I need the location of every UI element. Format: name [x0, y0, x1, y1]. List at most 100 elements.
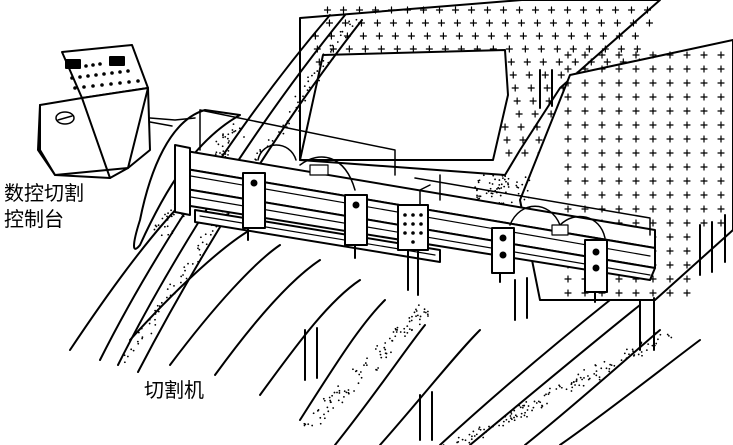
- grid-cross: [509, 71, 517, 79]
- texture-dot: [408, 328, 411, 330]
- texture-dot: [523, 414, 526, 417]
- texture-dot: [423, 311, 426, 313]
- texture-dot: [507, 177, 510, 180]
- texture-dot: [603, 360, 606, 363]
- texture-dot: [390, 351, 392, 354]
- texture-dot: [289, 116, 292, 119]
- texture-dot: [329, 401, 332, 404]
- texture-dot: [473, 435, 476, 437]
- texture-dot: [215, 151, 218, 154]
- texture-dot: [509, 415, 512, 417]
- texture-dot: [476, 196, 479, 199]
- texture-dot: [457, 436, 460, 439]
- texture-dot: [482, 436, 485, 439]
- texture-dot: [347, 389, 350, 391]
- grid-cross: [539, 58, 547, 66]
- texture-dot: [132, 349, 135, 352]
- texture-dot: [154, 309, 157, 312]
- grid-cross: [615, 93, 623, 101]
- texture-dot: [227, 150, 230, 152]
- texture-dot: [416, 314, 419, 317]
- texture-dot: [588, 377, 591, 380]
- grid-cross: [683, 177, 691, 185]
- texture-dot: [655, 342, 658, 345]
- grid-cross: [717, 163, 725, 171]
- texture-dot: [543, 394, 546, 397]
- texture-dot: [468, 433, 471, 436]
- texture-dot: [632, 354, 635, 357]
- grid-cross: [603, 58, 611, 66]
- texture-dot: [501, 174, 504, 177]
- texture-dot: [383, 346, 386, 349]
- grid-cross: [643, 6, 652, 14]
- texture-dot: [653, 344, 656, 347]
- texture-dot: [171, 230, 174, 233]
- grid-cross: [505, 149, 513, 157]
- grid-cross: [581, 163, 589, 171]
- texture-dot: [154, 313, 157, 315]
- texture-dot: [157, 224, 160, 227]
- grid-cross: [507, 58, 515, 66]
- grid-cross: [629, 19, 638, 27]
- texture-dot: [166, 288, 169, 291]
- grid-cross: [649, 177, 657, 185]
- grid-cross: [649, 93, 657, 101]
- grid-cross: [564, 289, 572, 297]
- texture-dot: [498, 184, 501, 186]
- texture-dot: [319, 416, 322, 419]
- texture-dot: [583, 377, 585, 379]
- texture-dot: [464, 439, 467, 442]
- texture-dot: [259, 148, 261, 151]
- texture-dot: [518, 404, 521, 407]
- grid-cross: [553, 45, 561, 53]
- texture-dot: [499, 194, 502, 197]
- texture-dot: [507, 183, 510, 186]
- grid-cross: [599, 32, 607, 40]
- grid-cross: [598, 191, 606, 199]
- grid-cross: [467, 6, 476, 14]
- grid-cross: [513, 97, 521, 105]
- grid-cross: [615, 51, 623, 59]
- texture-dot: [651, 344, 654, 347]
- texture-dot: [399, 331, 402, 333]
- texture-dot: [608, 370, 611, 373]
- texture-dot: [490, 195, 493, 198]
- grid-cross: [564, 149, 572, 157]
- texture-dot: [570, 383, 573, 386]
- left-end-support: [133, 109, 241, 250]
- grid-cross: [598, 107, 606, 115]
- texture-dot: [485, 431, 487, 433]
- grid-cross: [389, 19, 398, 27]
- texture-dot: [593, 372, 596, 375]
- grid-cross: [645, 19, 654, 27]
- texture-dot: [222, 136, 225, 139]
- texture-dot: [160, 301, 163, 304]
- grid-cross: [598, 79, 606, 87]
- texture-dot: [256, 152, 259, 155]
- texture-dot: [541, 404, 543, 407]
- texture-dot: [120, 357, 123, 360]
- texture-dot: [169, 283, 172, 286]
- grid-cross: [505, 45, 513, 53]
- texture-dot: [170, 215, 173, 218]
- texture-dot: [502, 420, 505, 423]
- texture-dot: [331, 394, 334, 397]
- texture-dot: [360, 376, 363, 379]
- texture-dot: [479, 428, 482, 431]
- grid-cross: [515, 110, 523, 118]
- texture-dot: [510, 411, 512, 414]
- grid-cross: [683, 163, 691, 171]
- texture-dot: [631, 348, 634, 351]
- grid-cross: [359, 32, 367, 40]
- grid-cross: [617, 45, 625, 53]
- grid-cross: [615, 149, 623, 157]
- texture-dot: [526, 415, 528, 418]
- grid-cross: [523, 58, 531, 66]
- texture-dot: [666, 333, 669, 336]
- grid-cross: [439, 32, 447, 40]
- texture-dot: [415, 310, 418, 312]
- texture-dot: [148, 318, 151, 321]
- grid-cross: [564, 79, 572, 87]
- texture-dot: [233, 130, 235, 133]
- texture-dot: [326, 406, 329, 409]
